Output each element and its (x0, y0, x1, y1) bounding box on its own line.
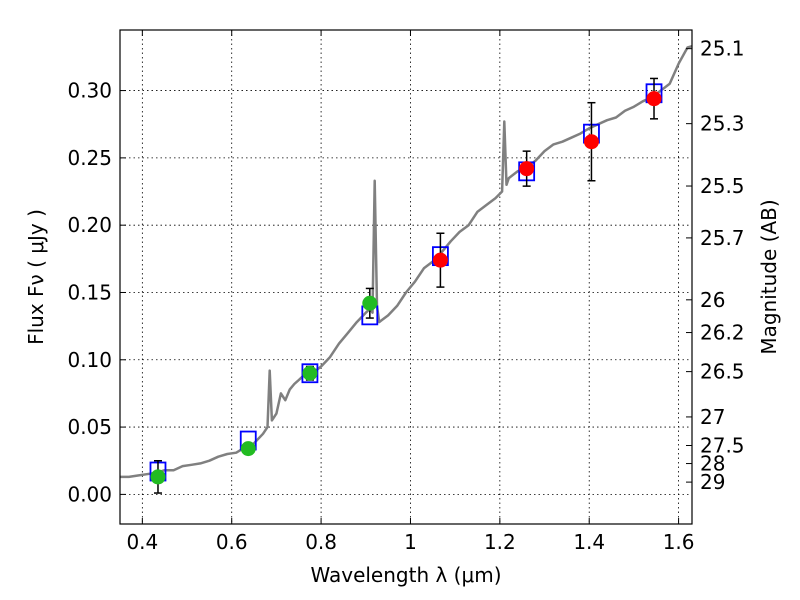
x-tick-label: 0.6 (216, 530, 248, 554)
observed-point-infrared (519, 161, 535, 177)
y-right-tick-label: 25.5 (700, 174, 745, 198)
observed-point-infrared (583, 134, 599, 150)
observed-point-optical (240, 441, 256, 457)
y-tick-label: 0.05 (67, 415, 112, 439)
y-right-tick-label: 28 (700, 452, 725, 476)
y-tick-label: 0.00 (67, 482, 112, 506)
x-tick-label: 0.4 (126, 530, 158, 554)
x-tick-label: 1 (404, 530, 417, 554)
y-right-tick-label: 27.5 (700, 434, 745, 458)
observed-series (150, 77, 662, 494)
x-axis-label: Wavelength λ (μm) (310, 563, 501, 587)
y-right-tick-label: 26.5 (700, 360, 745, 384)
y-tick-label: 0.30 (67, 79, 112, 103)
y-right-tick-label: 25.3 (700, 112, 745, 136)
y-axis-label: Flux Fν ( μJy ) (24, 209, 48, 345)
y-tick-label: 0.15 (67, 280, 112, 304)
grid (120, 30, 692, 524)
y-right-tick-label: 26 (700, 288, 725, 312)
observed-point-infrared (646, 91, 662, 107)
y-right-tick-label: 27 (700, 405, 725, 429)
observed-point-optical (362, 295, 378, 311)
y-right-tick-label: 26.2 (700, 321, 745, 345)
y-tick-label: 0.25 (67, 146, 112, 170)
spectrum-line (120, 44, 693, 479)
plot-frame (119, 29, 693, 525)
observed-point-optical (302, 365, 318, 381)
x-tick-label: 0.8 (305, 530, 337, 554)
y-right-tick-label: 25.7 (700, 226, 745, 250)
y-axis-right-label: Magnitude (AB) (757, 199, 781, 354)
x-tick-label: 1.2 (484, 530, 516, 554)
observed-point-infrared (432, 252, 448, 268)
y-right-tick-label: 25.1 (700, 37, 745, 61)
y-right-tick-label: 29 (700, 470, 725, 494)
axis-ticks: 0.4 0.6 0.8 1 1.2 1.4 1.6 0.00 0.05 0.10 0.15 0.20 0… (67, 30, 745, 554)
spectrum-series (120, 44, 693, 479)
x-tick-label: 1.4 (573, 530, 605, 554)
observed-point-optical (150, 469, 166, 485)
y-tick-label: 0.10 (67, 348, 112, 372)
y-tick-label: 0.20 (67, 213, 112, 237)
x-tick-label: 1.6 (663, 530, 695, 554)
